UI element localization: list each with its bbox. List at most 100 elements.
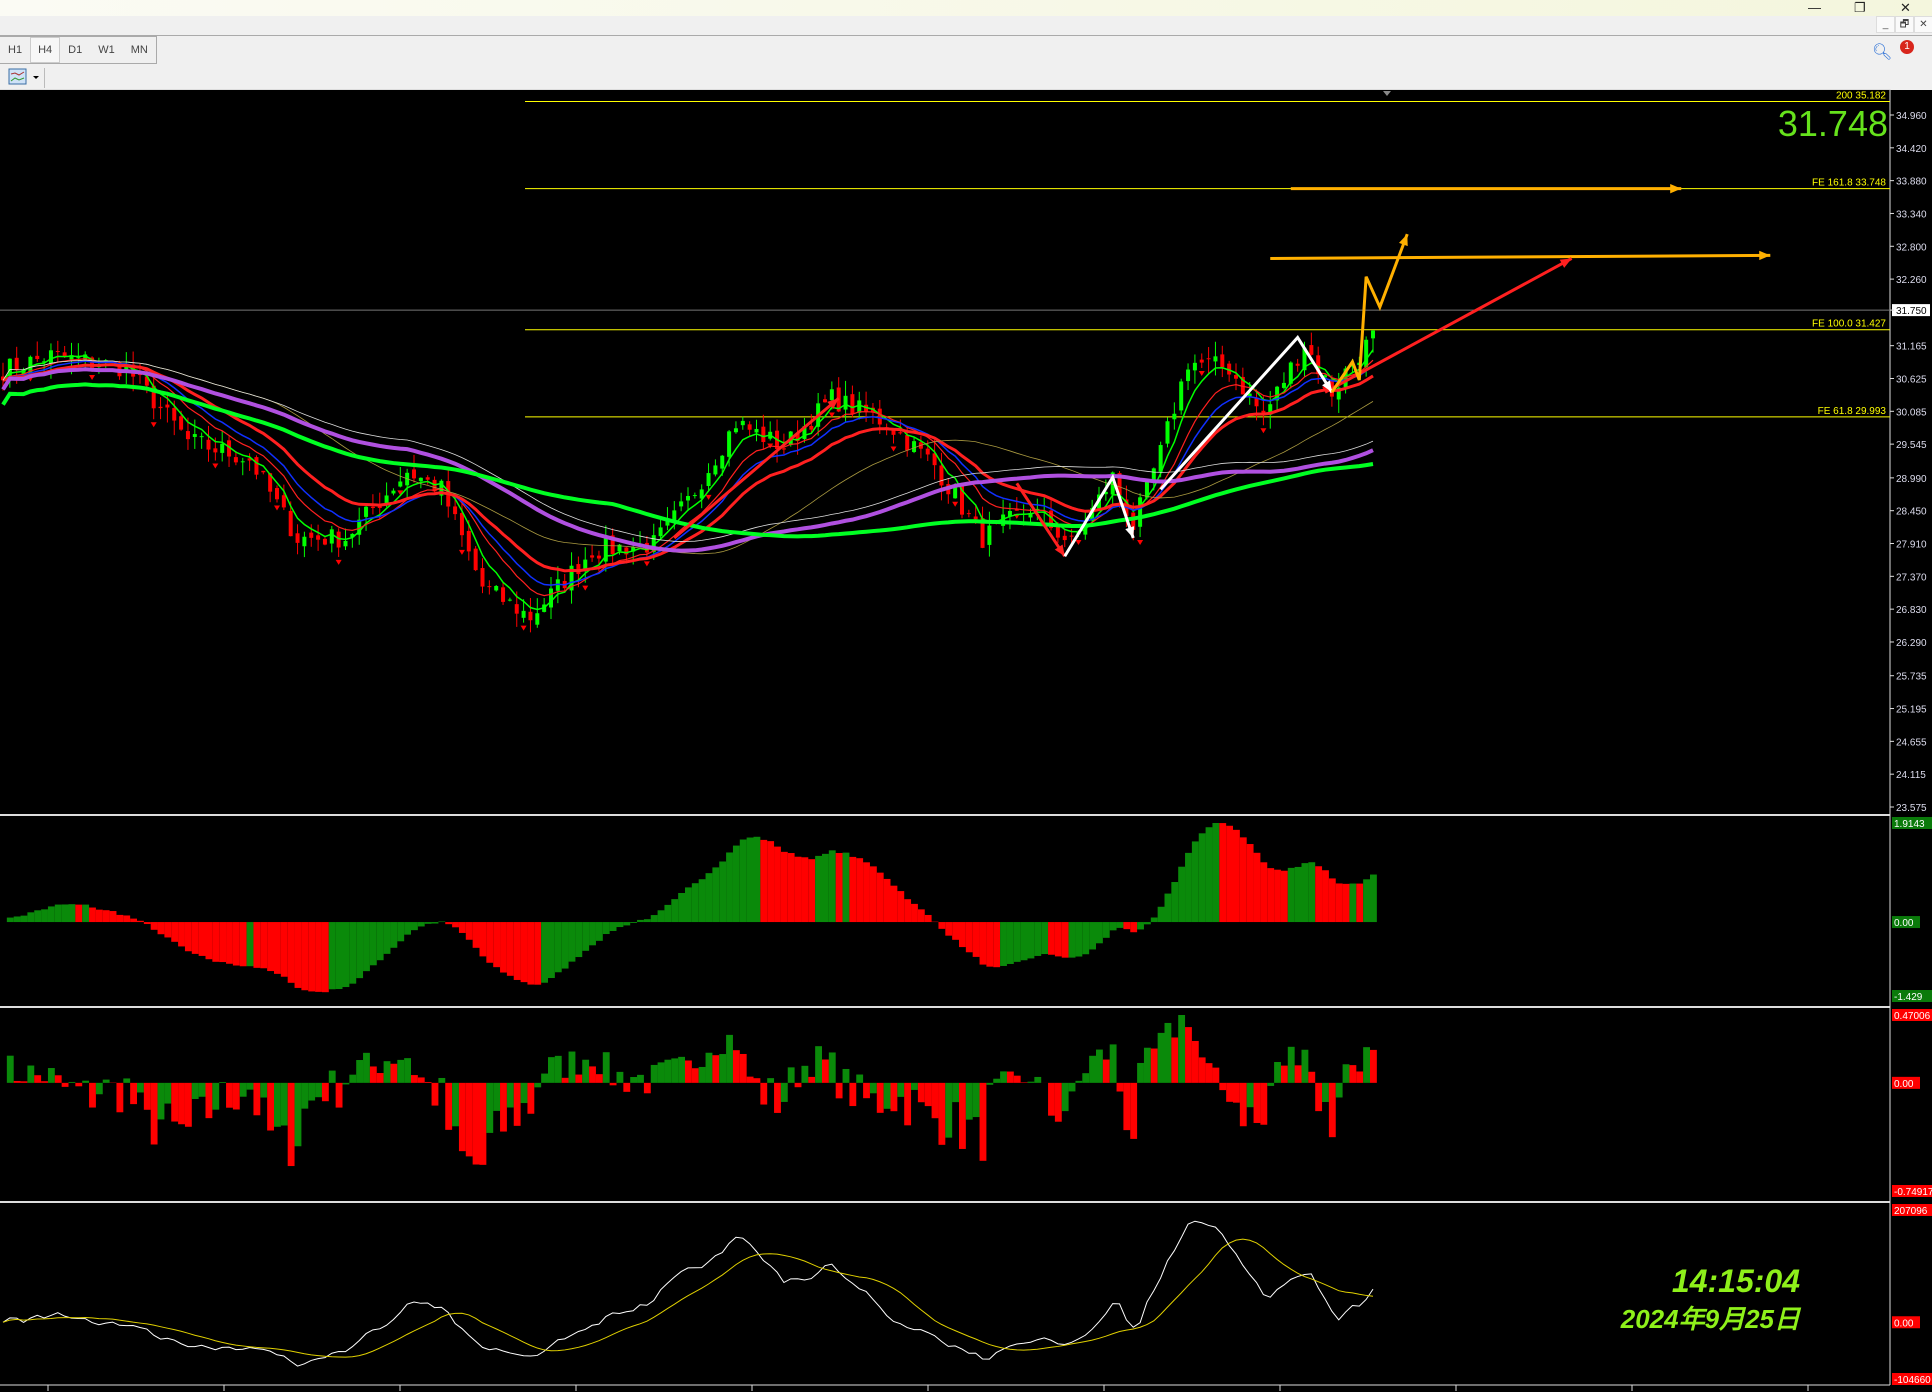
candle-body [220, 443, 225, 453]
timeframe-mn[interactable]: MN [130, 44, 148, 56]
fractal-marker [952, 501, 959, 507]
histogram-bar [506, 1082, 514, 1108]
indicator-scale-box [1892, 1204, 1932, 1216]
clock-time: 14:15:04 [1671, 1263, 1800, 1299]
histogram-bar [924, 1082, 932, 1107]
histogram-bar [972, 922, 980, 957]
histogram-bar [335, 922, 343, 990]
histogram-bar [760, 839, 768, 923]
histogram-bar [801, 1065, 809, 1083]
minimize-window-button[interactable]: — [1808, 0, 1821, 15]
histogram-bar [726, 1034, 733, 1083]
histogram-bar [431, 922, 439, 924]
indicators-dropdown-button[interactable] [8, 68, 45, 88]
histogram-bar [1143, 922, 1151, 925]
histogram-bar [130, 1082, 137, 1105]
candle-body [1001, 514, 1006, 526]
histogram-bar [746, 1076, 754, 1083]
histogram-bar [267, 922, 274, 972]
histogram-bar [226, 922, 233, 964]
histogram-bar [27, 1065, 35, 1083]
histogram-bar [1075, 1080, 1083, 1083]
histogram-bar [13, 1080, 21, 1083]
mdi-close-button[interactable]: ✕ [1914, 16, 1932, 33]
candle-body [905, 435, 910, 451]
price-tick-label: 25.735 [1896, 672, 1927, 683]
histogram-bar [1109, 1044, 1117, 1083]
histogram-bar [1253, 852, 1261, 923]
price-chart[interactable]: 34.960 34.420 33.880 33.340 32.800 32.260 31.7… [0, 89, 1932, 1392]
histogram-bar [1260, 862, 1268, 923]
candle-body [501, 587, 506, 602]
timeframe-d1[interactable]: D1 [68, 44, 83, 56]
arrow-head [1670, 183, 1682, 194]
histogram-bar [424, 922, 432, 924]
timeframe-h1[interactable]: H1 [8, 44, 23, 56]
candle-body [62, 352, 67, 357]
title-bar: — ❐ ✕ [0, 0, 1932, 16]
histogram-bar [479, 922, 487, 957]
histogram-bar [1054, 922, 1062, 957]
histogram-bar [705, 873, 713, 923]
trend-arrow [1015, 482, 1067, 558]
histogram-bar [1260, 1082, 1268, 1125]
histogram-bar [1000, 1071, 1007, 1083]
fractal-marker [643, 561, 650, 567]
candle-body [583, 559, 588, 572]
restore-window-button[interactable]: ❐ [1854, 0, 1866, 15]
candle-body [939, 465, 944, 486]
price-tick-label: 32.800 [1896, 242, 1927, 253]
histogram-bar [1212, 1067, 1220, 1083]
histogram-bar [219, 922, 227, 963]
histogram-bar [952, 922, 959, 940]
histogram-bar [1150, 1048, 1158, 1083]
candle-body [898, 432, 903, 434]
histogram-bar [979, 922, 987, 965]
candle-body [302, 536, 307, 547]
timeframe-h4[interactable]: H4 [30, 37, 61, 63]
candle-body [706, 473, 711, 486]
histogram-bar [349, 1074, 357, 1083]
candle-body [1247, 393, 1252, 397]
candle-body [843, 395, 848, 410]
histogram-bar [287, 1082, 295, 1167]
candle-body [268, 473, 273, 492]
histogram-bar [1178, 866, 1186, 923]
histogram-bar [1226, 1082, 1233, 1102]
histogram-bar [1020, 1082, 1028, 1083]
histogram-bar [1294, 866, 1302, 923]
histogram-bar [1116, 922, 1124, 928]
close-window-button[interactable]: ✕ [1900, 0, 1911, 15]
price-tick-label: 31.165 [1896, 342, 1927, 353]
candle-body [932, 453, 937, 466]
candle-body [1206, 358, 1211, 360]
candle-body [1302, 347, 1307, 371]
candle-body [206, 439, 211, 450]
histogram-bar [54, 1075, 62, 1083]
arrow-head [1759, 250, 1771, 261]
timeframe-w1[interactable]: W1 [98, 44, 115, 56]
histogram-bar [623, 922, 631, 926]
histogram-bar [1054, 1082, 1062, 1122]
histogram-bar [445, 1082, 453, 1130]
histogram-bar [157, 922, 165, 935]
histogram-bar [150, 1082, 158, 1145]
histogram-bar [383, 922, 391, 954]
histogram-bar [595, 1074, 603, 1083]
histogram-bar [54, 904, 62, 923]
histogram-bar [198, 922, 206, 956]
arrow-head [1322, 380, 1332, 393]
trend-arrow [1063, 473, 1135, 558]
histogram-bar [61, 904, 69, 923]
search-icon[interactable]: 🔍︎ [1872, 44, 1893, 61]
indicator-chart-icon [8, 68, 39, 85]
arrow-head [827, 398, 839, 409]
histogram-bar [164, 922, 172, 938]
candle-body [494, 585, 499, 591]
mdi-minimize-button[interactable]: _ [1876, 16, 1895, 33]
price-tick-label: 29.545 [1896, 440, 1927, 451]
candle-body [329, 529, 334, 544]
histogram-bar [760, 1082, 768, 1105]
mdi-restore-button[interactable]: 🗗 [1895, 16, 1914, 33]
notification-badge[interactable]: 1 [1900, 40, 1914, 54]
